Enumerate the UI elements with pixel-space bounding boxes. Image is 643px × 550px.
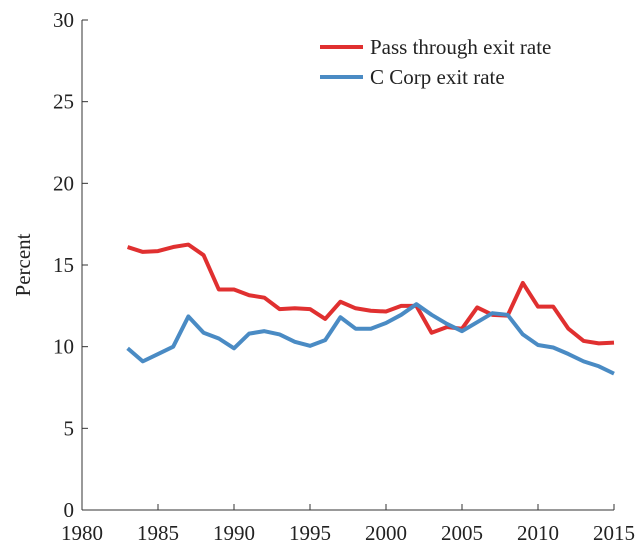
series-line (126, 242, 615, 346)
x-tick-label: 1980 (61, 521, 103, 545)
y-axis-label: Percent (11, 233, 35, 296)
x-tick-label: 2015 (593, 521, 635, 545)
legend-label: Pass through exit rate (370, 35, 551, 59)
y-tick-label: 20 (53, 171, 74, 195)
y-tick-label: 30 (53, 8, 74, 32)
y-tick-label: 5 (64, 416, 75, 440)
y-tick-label: 15 (53, 253, 74, 277)
y-tick-label: 10 (53, 335, 74, 359)
series-line (126, 302, 615, 376)
x-tick-label: 2000 (365, 521, 407, 545)
legend-label: C Corp exit rate (370, 65, 505, 89)
x-tick-label: 1990 (213, 521, 255, 545)
x-tick-label: 2010 (517, 521, 559, 545)
y-tick-label: 0 (64, 498, 75, 522)
y-tick-label: 25 (53, 90, 74, 114)
x-tick-label: 2005 (441, 521, 483, 545)
x-tick-label: 1995 (289, 521, 331, 545)
x-tick-label: 1985 (137, 521, 179, 545)
